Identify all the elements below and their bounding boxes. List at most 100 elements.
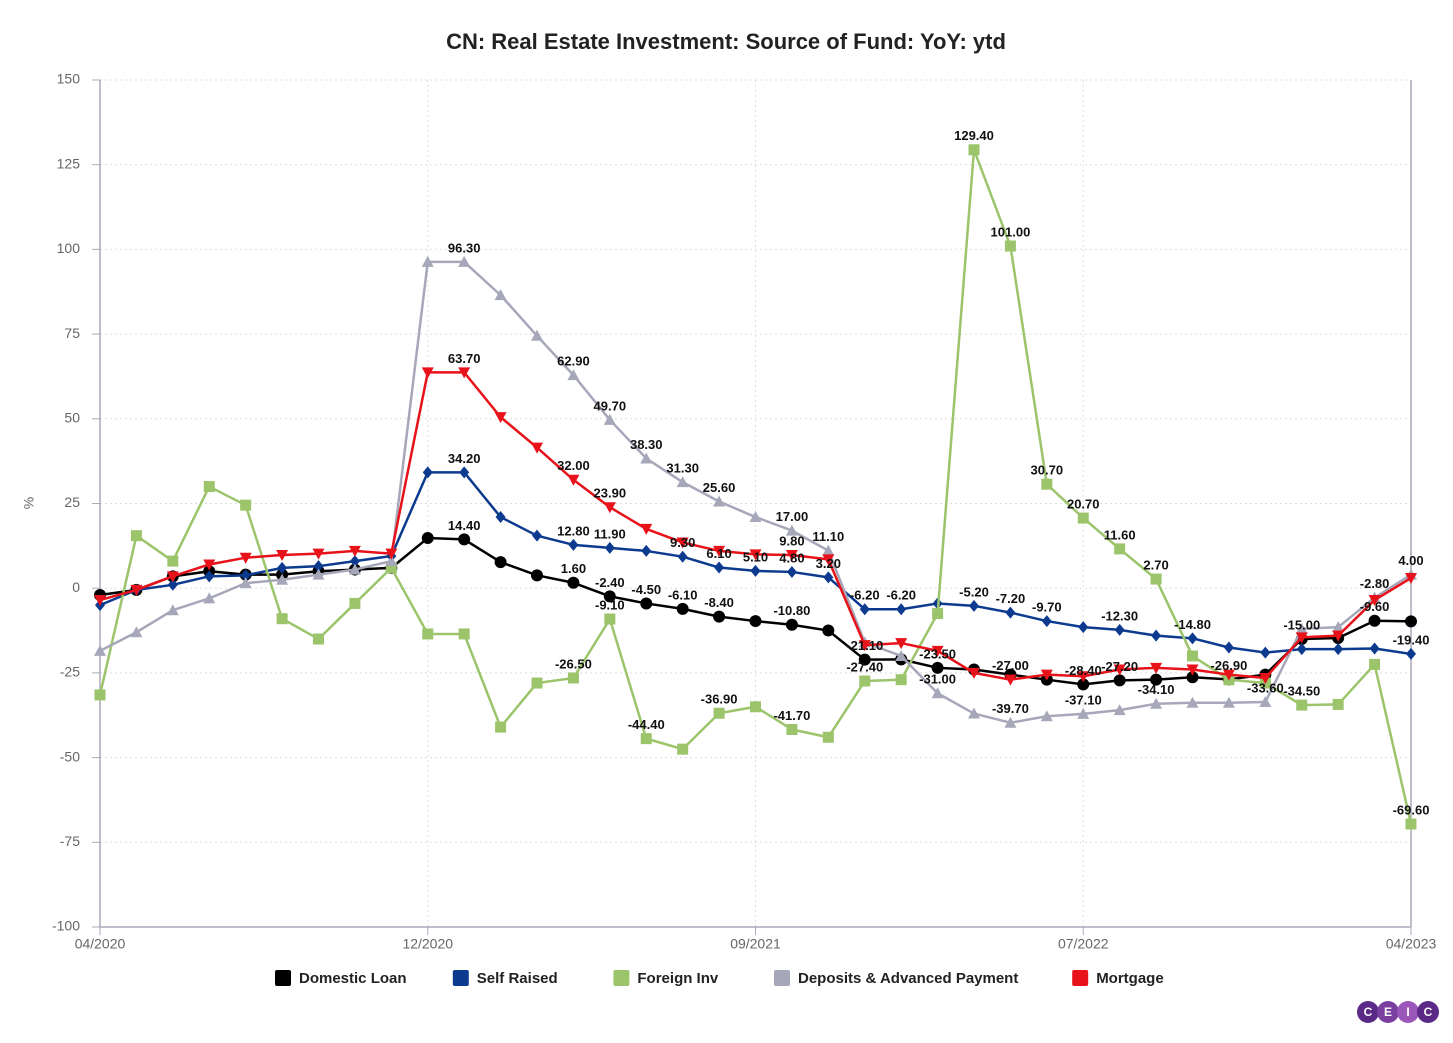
marker bbox=[349, 555, 360, 568]
marker bbox=[713, 707, 725, 719]
y-tick-label: -75 bbox=[60, 833, 80, 849]
marker bbox=[713, 545, 726, 557]
logo-letter: E bbox=[1384, 1005, 1392, 1019]
marker bbox=[1405, 818, 1417, 830]
data-label: -39.70 bbox=[992, 701, 1029, 716]
marker bbox=[822, 731, 834, 743]
marker bbox=[458, 255, 471, 267]
marker bbox=[714, 561, 725, 574]
marker bbox=[1150, 662, 1163, 674]
marker bbox=[1005, 606, 1016, 619]
data-label: -37.10 bbox=[1065, 692, 1102, 707]
marker bbox=[1004, 716, 1017, 728]
data-label: -33.60 bbox=[1247, 680, 1284, 695]
data-label: -5.20 bbox=[959, 584, 989, 599]
data-label: 6.10 bbox=[706, 546, 731, 561]
data-label: 9.80 bbox=[779, 533, 804, 548]
marker bbox=[677, 550, 688, 563]
data-label: -26.50 bbox=[555, 656, 592, 671]
data-label: 9.30 bbox=[670, 535, 695, 550]
data-label: -4.50 bbox=[631, 582, 661, 597]
marker bbox=[859, 675, 871, 687]
marker bbox=[1223, 641, 1234, 654]
data-label: -21.10 bbox=[846, 638, 883, 653]
data-label: 11.10 bbox=[812, 529, 844, 544]
marker bbox=[677, 743, 689, 755]
marker bbox=[494, 556, 507, 569]
data-label: -6.20 bbox=[886, 588, 916, 603]
marker bbox=[785, 549, 798, 561]
marker bbox=[531, 329, 543, 341]
marker bbox=[494, 412, 507, 424]
marker bbox=[640, 597, 653, 610]
marker bbox=[422, 628, 434, 640]
marker bbox=[968, 144, 980, 156]
marker bbox=[421, 367, 434, 379]
marker bbox=[130, 530, 142, 542]
marker bbox=[1150, 673, 1163, 686]
marker bbox=[203, 559, 216, 571]
marker bbox=[385, 555, 398, 567]
data-label: 11.90 bbox=[594, 526, 626, 541]
data-label: -34.10 bbox=[1138, 682, 1175, 697]
legend-swatch bbox=[774, 970, 790, 986]
data-label: 12.80 bbox=[557, 523, 590, 538]
marker bbox=[603, 590, 616, 603]
marker bbox=[676, 476, 689, 488]
data-label: -2.80 bbox=[1360, 576, 1390, 591]
marker bbox=[1187, 650, 1198, 662]
marker bbox=[239, 552, 252, 564]
marker bbox=[458, 628, 470, 640]
marker bbox=[1040, 710, 1053, 722]
marker bbox=[1114, 543, 1126, 555]
marker bbox=[1296, 699, 1308, 711]
marker bbox=[968, 707, 980, 719]
marker bbox=[822, 624, 835, 637]
data-label: -9.70 bbox=[1032, 600, 1062, 615]
marker bbox=[822, 554, 835, 566]
marker bbox=[94, 689, 106, 701]
marker bbox=[1077, 678, 1090, 691]
marker bbox=[130, 626, 143, 638]
marker bbox=[1077, 512, 1089, 524]
marker bbox=[531, 442, 543, 454]
marker bbox=[421, 255, 434, 267]
x-tick-label: 09/2021 bbox=[730, 936, 781, 952]
y-tick-label: 125 bbox=[57, 155, 81, 171]
data-label: -26.90 bbox=[1210, 658, 1247, 673]
marker bbox=[276, 549, 289, 561]
marker bbox=[1113, 664, 1126, 676]
data-label: 63.70 bbox=[448, 351, 481, 366]
marker bbox=[969, 599, 979, 612]
marker bbox=[895, 649, 908, 661]
marker bbox=[312, 568, 325, 580]
y-tick-label: 0 bbox=[72, 579, 80, 595]
marker bbox=[1150, 573, 1162, 585]
data-label: 17.00 bbox=[776, 509, 809, 524]
marker bbox=[858, 640, 871, 652]
marker bbox=[1041, 478, 1053, 490]
marker bbox=[823, 571, 834, 584]
data-label: 2.70 bbox=[1143, 557, 1168, 572]
marker bbox=[786, 565, 797, 578]
marker bbox=[277, 561, 288, 574]
legend-label: Deposits & Advanced Payment bbox=[798, 970, 1018, 987]
data-label: 49.70 bbox=[594, 398, 627, 413]
marker bbox=[749, 615, 762, 628]
data-label: 4.00 bbox=[1398, 553, 1423, 568]
marker bbox=[931, 645, 944, 657]
marker bbox=[1296, 643, 1307, 656]
data-label: 32.00 bbox=[557, 458, 590, 473]
marker bbox=[1187, 632, 1198, 645]
marker bbox=[567, 474, 580, 486]
marker bbox=[785, 524, 798, 536]
logo-letter: I bbox=[1406, 1005, 1409, 1019]
marker bbox=[240, 499, 252, 511]
y-tick-label: 75 bbox=[64, 325, 80, 341]
data-label: -2.40 bbox=[595, 575, 625, 590]
marker bbox=[531, 677, 543, 689]
marker bbox=[422, 466, 433, 479]
marker bbox=[1151, 629, 1162, 642]
marker bbox=[1077, 671, 1090, 683]
